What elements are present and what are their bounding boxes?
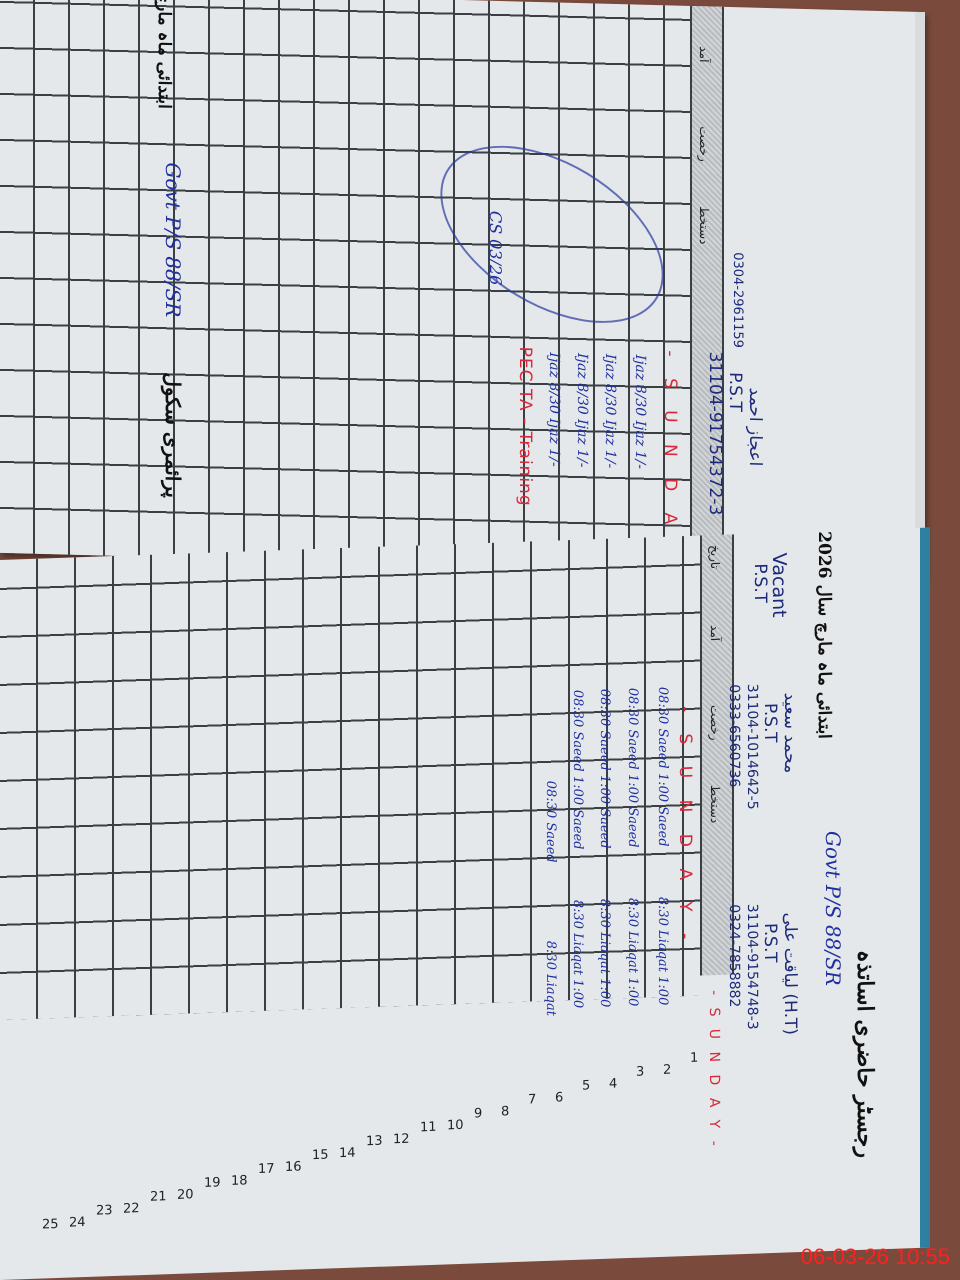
training-note: PEC TA - Training <box>515 346 535 507</box>
attendance-entry: 08:30 Saeed 1:00 Saeed <box>570 689 585 850</box>
month-header: ابتدائی ماہ مارچ <box>154 0 174 110</box>
row-number: 5 <box>582 1078 591 1094</box>
column-label-arrival: آمد <box>708 624 722 642</box>
attendance-entry: Ijaz 8/30 Ijaz 1/- <box>602 353 618 469</box>
upper-register-page: ابتدائی ماہ مارچ Govt P/S 88/SR پرائمری … <box>0 0 925 592</box>
attendance-entry: 8:30 Liaqat 1:00 <box>597 898 612 1008</box>
lower-register-page: ابتدائی ماہ مارچ سال 2026 Govt P/S 88/SR… <box>0 527 930 1280</box>
column-label-departure: رخصت <box>708 704 722 741</box>
column-label-arrival: آمد <box>697 46 711 63</box>
row-number: 15 <box>312 1147 329 1164</box>
attendance-entry: 08:30 Saeed <box>543 780 558 864</box>
row-number: 11 <box>420 1119 437 1136</box>
teacher-name-vacant: Vacant <box>768 552 790 618</box>
photo-timestamp: 06-03-26 10:55 <box>800 1244 950 1269</box>
row-number: 22 <box>123 1201 140 1217</box>
page-edge <box>915 11 925 578</box>
attendance-entry: 08:30 Saeed 1:00 Saeed <box>597 688 612 849</box>
teacher-phone: 0304-2961159 <box>730 252 745 349</box>
register-title: رجسٹر حاضری اساتذہ <box>852 949 878 1159</box>
school-name: Govt P/S 88/SR <box>161 162 185 318</box>
row-number: 25 <box>42 1216 59 1233</box>
row-number: 1 <box>690 1050 699 1066</box>
teacher-cnic: 31104-91754372-3 <box>705 351 725 516</box>
column-label-signature: دستخط <box>708 784 722 824</box>
attendance-entry: 8:30 Liaqat 1:00 <box>570 899 585 1009</box>
attendance-entry: 8:30 Liaqat 1:00 <box>625 897 640 1007</box>
month-header: ابتدائی ماہ مارچ سال 2026 <box>814 530 834 740</box>
attendance-entry: Ijaz 8/30 Ijaz 1/- <box>632 354 648 470</box>
row-number: 16 <box>285 1159 302 1176</box>
attendance-entry: 8:30 Liaqat <box>543 940 558 1017</box>
teacher-name: محمد سعید <box>780 692 800 774</box>
row-number: 9 <box>474 1106 483 1122</box>
signature-loop <box>410 109 694 360</box>
register-title: پرائمری سکول <box>161 372 185 499</box>
teacher-designation: P.S.T <box>725 371 745 412</box>
attendance-entry: 08:30 Saeed 1:00 Saeed <box>625 687 640 848</box>
attendance-entry: Ijaz 8/30 Ijaz 1/- <box>574 352 590 468</box>
notebook-edge <box>920 527 930 1248</box>
row-number: 6 <box>555 1090 564 1106</box>
sunday-mark-2: - S U N D A Y - <box>706 989 722 1151</box>
teacher-cnic: 31104-1014642-5 <box>744 683 760 810</box>
row-number: 14 <box>339 1145 356 1162</box>
row-number: 13 <box>366 1133 383 1150</box>
row-number: 8 <box>501 1104 510 1120</box>
column-label-departure: رخصت <box>697 126 711 162</box>
row-number: 10 <box>447 1117 464 1134</box>
school-name: Govt P/S 88/SR <box>821 830 845 987</box>
teacher-cnic: 31104-9154748-3 <box>744 903 760 1030</box>
column-label-date: تاریخ <box>708 544 722 570</box>
row-number: 19 <box>204 1175 221 1191</box>
teacher-designation: P.S.T <box>760 922 780 964</box>
teacher-phone: 0324-7858882 <box>726 904 742 1008</box>
teacher-name: لیاقت علی (H.T) <box>780 912 800 1036</box>
teacher-name: اعجاز احمد <box>745 387 765 467</box>
signature: CS 03/26 <box>486 210 505 286</box>
attendance-entry: Ijaz 8/30 Ijaz 1/- <box>546 352 562 467</box>
attendance-entry: 8:30 Liaqat 1:00 <box>655 896 670 1006</box>
row-number: 21 <box>150 1189 167 1205</box>
row-number: 3 <box>636 1064 645 1080</box>
teacher-phone: 0333-6560736 <box>726 684 742 788</box>
row-number: 18 <box>231 1173 248 1189</box>
teacher-designation: P.S.T <box>750 563 770 604</box>
row-number: 12 <box>393 1131 410 1148</box>
attendance-entry: 08:30 Saeed 1:00 Saeed <box>655 686 670 847</box>
row-number: 2 <box>663 1062 672 1078</box>
sunday-mark: - S U N D A Y - <box>675 705 695 948</box>
row-number: 17 <box>258 1161 275 1177</box>
row-number: 23 <box>96 1203 113 1219</box>
column-label-signature: دستخط <box>697 206 711 245</box>
teacher-designation: P.S.T <box>760 702 780 744</box>
row-number: 20 <box>177 1187 194 1203</box>
row-number: 7 <box>528 1092 537 1108</box>
row-number: 24 <box>69 1215 86 1231</box>
row-number: 4 <box>609 1076 618 1092</box>
